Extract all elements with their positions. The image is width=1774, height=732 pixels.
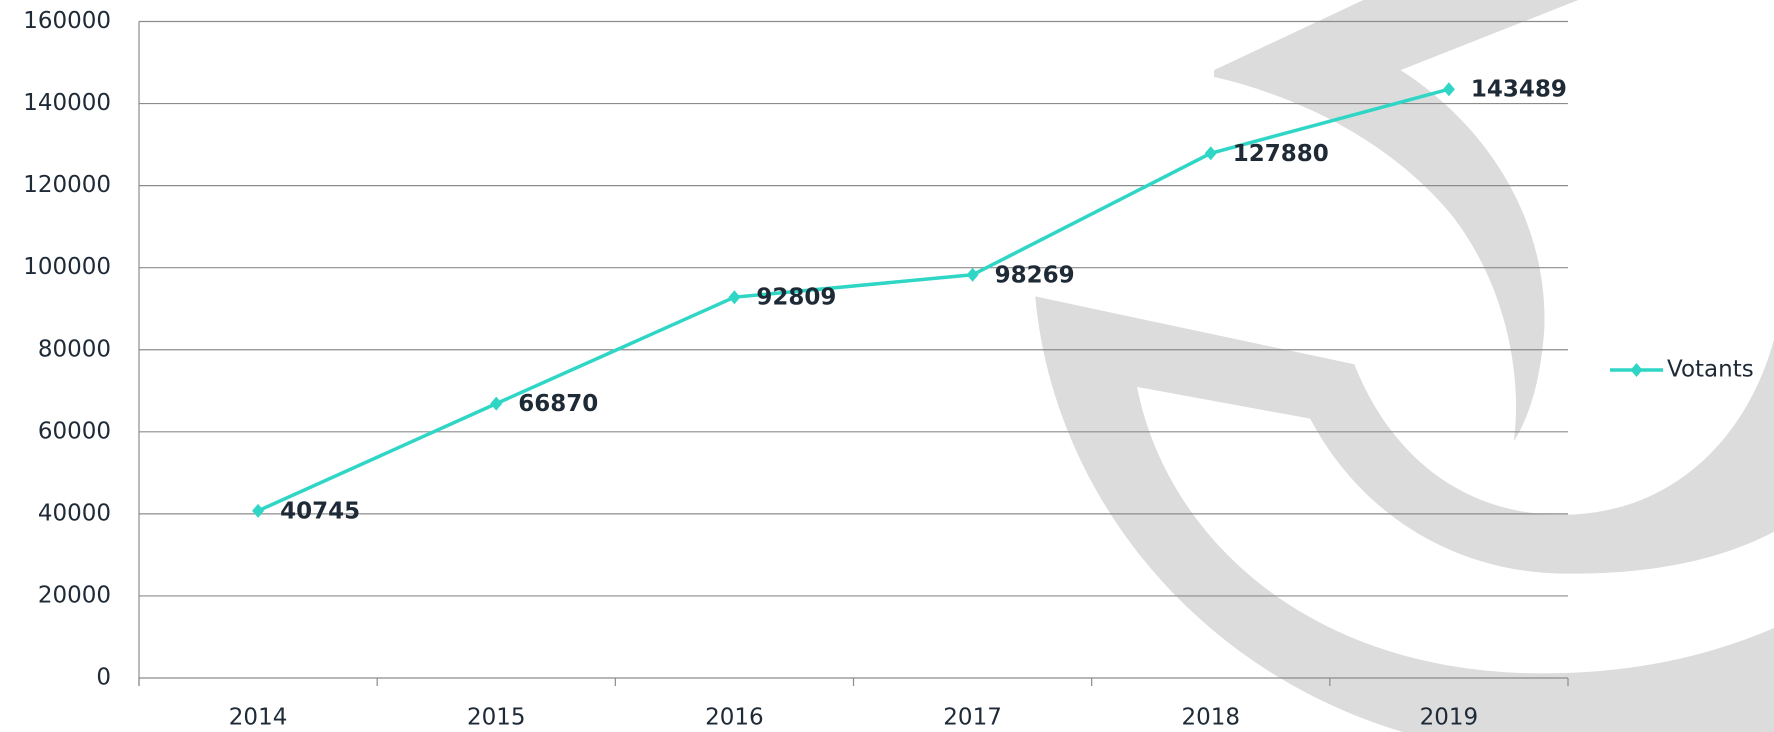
plot-area: 0 20000 40000 60000 80000 100000 120000 140000 1… xyxy=(23,8,1754,731)
y-tick-label: 40000 xyxy=(38,500,111,526)
marker xyxy=(252,504,264,518)
marker xyxy=(728,290,740,304)
marker xyxy=(490,397,502,411)
y-tick-label: 20000 xyxy=(38,582,111,608)
x-tick-label: 2019 xyxy=(1420,705,1479,731)
x-tick-label: 2015 xyxy=(467,705,526,731)
y-tick-label: 80000 xyxy=(38,336,111,362)
marker xyxy=(1205,146,1217,160)
data-label: 127880 xyxy=(1233,141,1329,167)
watermark-logo xyxy=(1035,0,1774,732)
legend-label: Votants xyxy=(1667,357,1754,383)
x-tick-label: 2014 xyxy=(229,705,288,731)
data-label: 98269 xyxy=(995,262,1075,288)
y-tick-label: 0 xyxy=(96,665,111,691)
data-label: 66870 xyxy=(518,391,598,417)
y-tick-label: 160000 xyxy=(23,8,111,34)
y-tick-label: 120000 xyxy=(23,172,111,198)
legend-marker xyxy=(1631,363,1643,377)
x-tick-label: 2016 xyxy=(705,705,764,731)
data-label: 143489 xyxy=(1471,77,1567,103)
chart: 0 20000 40000 60000 80000 100000 120000 140000 1… xyxy=(0,0,1774,732)
x-tick-label: 2018 xyxy=(1181,705,1240,731)
x-tick-label: 2017 xyxy=(943,705,1002,731)
marker xyxy=(1443,82,1455,96)
marker xyxy=(967,268,979,282)
y-tick-label: 60000 xyxy=(38,418,111,444)
y-tick-label: 100000 xyxy=(23,254,111,280)
data-label: 92809 xyxy=(756,285,836,311)
data-label: 40745 xyxy=(280,498,360,524)
y-tick-label: 140000 xyxy=(23,90,111,116)
